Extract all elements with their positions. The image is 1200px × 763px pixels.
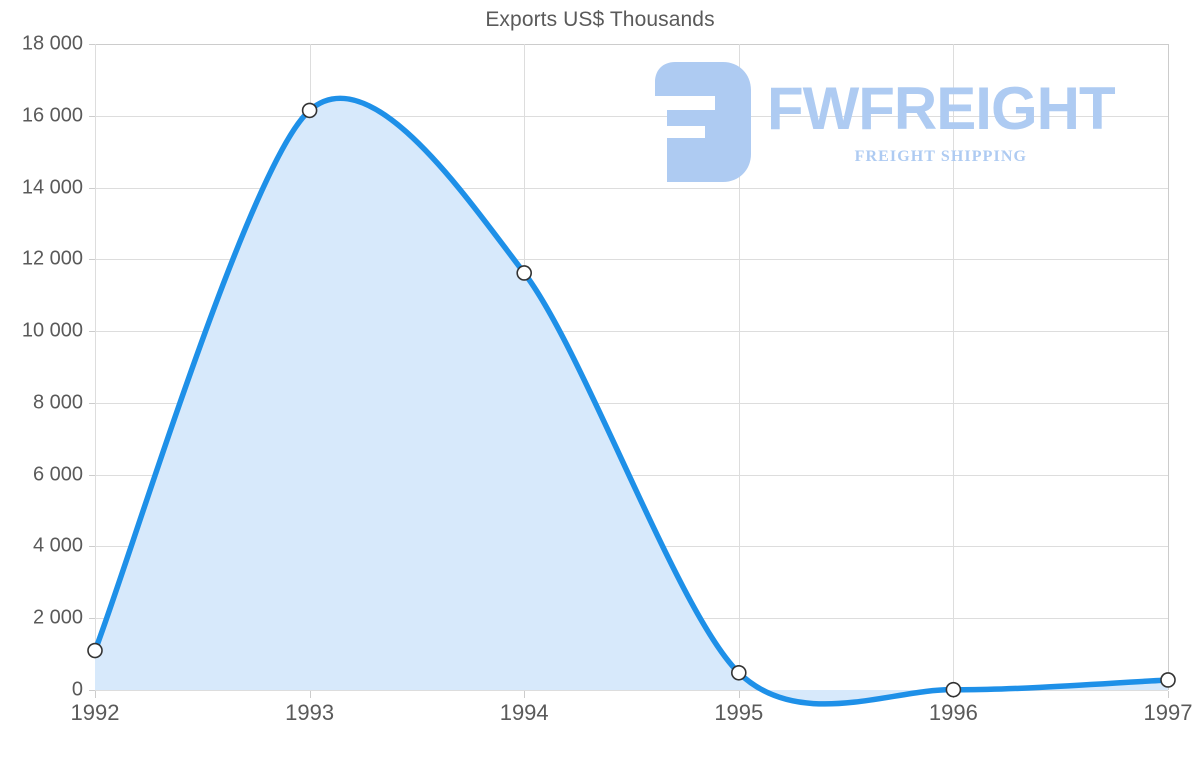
x-axis-tick-mark [524, 691, 525, 698]
y-axis-tick-mark [89, 259, 95, 260]
x-axis-tick-mark [95, 691, 96, 698]
gridline-horizontal [95, 690, 1168, 691]
y-axis-tick-mark [89, 618, 95, 619]
y-axis-tick-label: 6 000 [32, 463, 83, 486]
data-point-marker[interactable] [730, 664, 747, 681]
y-axis-tick-label: 8 000 [32, 391, 83, 414]
x-axis-tick-label: 1996 [928, 700, 978, 725]
series-area-line [87, 95, 1176, 707]
y-axis-tick-label: 10 000 [21, 319, 83, 342]
y-axis-tick-label: 14 000 [21, 176, 83, 199]
gridline-horizontal [95, 403, 1168, 404]
gridline-vertical [1168, 44, 1169, 690]
gridline-horizontal [95, 116, 1168, 117]
gridline-vertical [953, 44, 954, 690]
y-axis-tick-label: 16 000 [21, 104, 83, 127]
x-axis-tick-label: 1992 [70, 700, 120, 725]
y-axis-tick-mark [89, 690, 95, 691]
y-axis-tick-mark [89, 475, 95, 476]
y-axis-tick-mark [89, 188, 95, 189]
data-point-marker[interactable] [301, 102, 318, 119]
x-axis-tick-label: 1994 [499, 700, 549, 725]
x-axis-tick-label: 1995 [714, 700, 764, 725]
data-point-marker[interactable] [945, 681, 962, 698]
y-axis-tick-label: 4 000 [32, 534, 83, 557]
y-axis-tick-label: 18 000 [21, 32, 83, 55]
gridline-vertical [95, 44, 96, 690]
series-area-fill [95, 98, 1168, 704]
gridline-horizontal [95, 188, 1168, 189]
x-axis-tick-mark [1168, 691, 1169, 698]
y-axis-tick-label: 2 000 [32, 606, 83, 629]
y-axis-tick-mark [89, 403, 95, 404]
y-axis-tick-mark [89, 116, 95, 117]
y-axis-tick-mark [89, 331, 95, 332]
data-point-marker[interactable] [1160, 672, 1176, 688]
data-point-marker[interactable] [87, 642, 103, 659]
chart-title: Exports US$ Thousands [485, 8, 715, 31]
y-axis-tick-label: 0 [71, 678, 83, 701]
x-axis-tick-mark [739, 691, 740, 698]
x-axis-tick-mark [310, 691, 311, 698]
data-point-marker[interactable] [516, 265, 533, 281]
y-axis-tick-label: 12 000 [21, 247, 83, 270]
plot-area [87, 44, 1176, 707]
gridline-horizontal [95, 331, 1168, 332]
y-axis-tick-mark [89, 546, 95, 547]
gridline-horizontal [95, 259, 1168, 260]
x-axis-tick-label: 1993 [285, 700, 335, 725]
y-axis-tick-mark [89, 44, 95, 45]
x-axis-tick-label: 1997 [1143, 700, 1193, 725]
gridline-vertical [739, 44, 740, 690]
gridline-horizontal [95, 44, 1168, 45]
